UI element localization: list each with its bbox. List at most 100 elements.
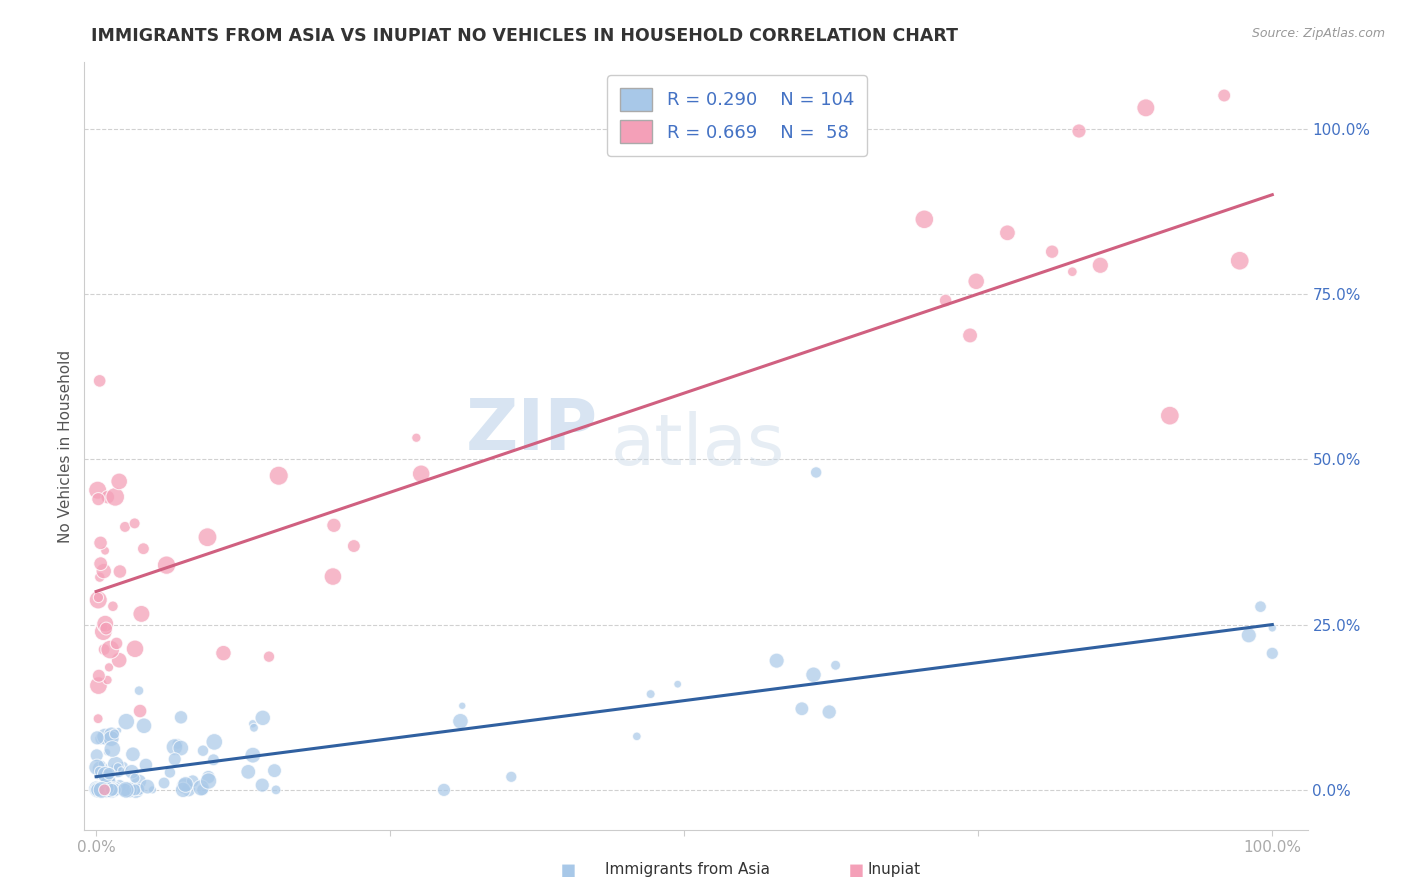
Point: [433, 783, 456, 797]
Point: [90, 557, 112, 571]
Point: [86, 783, 108, 797]
Point: [96, 745, 118, 759]
Point: [90, 783, 112, 797]
Point: [90, 783, 112, 797]
Point: [124, 783, 146, 797]
Text: IMMIGRANTS FROM ASIA VS INUPIAT NO VEHICLES IN HOUSEHOLD CORRELATION CHART: IMMIGRANTS FROM ASIA VS INUPIAT NO VEHIC…: [91, 27, 959, 45]
Point: [105, 636, 128, 650]
Point: [87, 679, 110, 693]
Point: [94, 616, 117, 631]
Point: [96, 781, 118, 796]
Point: [97, 770, 120, 784]
Point: [107, 763, 129, 777]
Point: [252, 778, 274, 792]
Point: [89, 783, 111, 797]
Y-axis label: No Vehicles in Household: No Vehicles in Household: [58, 350, 73, 542]
Point: [804, 466, 827, 480]
Point: [965, 274, 987, 288]
Point: [181, 774, 204, 789]
Point: [101, 599, 124, 614]
Point: [242, 716, 264, 731]
Point: [124, 641, 146, 656]
Point: [87, 593, 110, 607]
Point: [263, 764, 285, 778]
Text: Inupiat: Inupiat: [868, 863, 921, 877]
Point: [112, 759, 135, 773]
Point: [97, 490, 120, 504]
Point: [125, 783, 148, 797]
Point: [190, 780, 212, 795]
Point: [163, 739, 186, 754]
Point: [666, 677, 689, 691]
Point: [84, 783, 107, 797]
Point: [197, 770, 219, 784]
Point: [191, 783, 214, 797]
Point: [997, 226, 1019, 240]
Point: [108, 475, 131, 489]
Point: [96, 673, 118, 687]
Point: [202, 753, 225, 767]
Point: [790, 702, 813, 716]
Point: [136, 780, 159, 794]
Point: [803, 667, 825, 681]
Point: [98, 783, 121, 797]
Point: [197, 530, 219, 544]
Point: [114, 520, 136, 534]
Point: [132, 541, 155, 556]
Point: [135, 758, 157, 772]
Point: [128, 683, 150, 698]
Point: [101, 742, 124, 756]
Point: [128, 782, 150, 797]
Point: [86, 731, 108, 745]
Point: [87, 669, 110, 683]
Point: [89, 764, 111, 779]
Point: [129, 704, 152, 718]
Point: [94, 543, 117, 558]
Point: [87, 768, 110, 782]
Point: [103, 783, 125, 797]
Point: [104, 757, 127, 772]
Text: Immigrants from Asia: Immigrants from Asia: [605, 863, 769, 877]
Point: [86, 783, 108, 797]
Point: [97, 774, 120, 789]
Point: [1067, 124, 1090, 138]
Point: [1261, 646, 1284, 660]
Point: [89, 570, 111, 584]
Point: [238, 764, 260, 779]
Point: [104, 781, 127, 796]
Point: [141, 783, 163, 797]
Point: [818, 705, 841, 719]
Point: [87, 712, 110, 726]
Point: [96, 783, 118, 797]
Point: [1261, 621, 1284, 635]
Point: [89, 374, 111, 388]
Point: [1062, 265, 1084, 279]
Point: [411, 467, 433, 481]
Point: [172, 783, 194, 797]
Point: [101, 783, 124, 797]
Point: [343, 539, 366, 553]
Point: [1040, 244, 1063, 259]
Point: [212, 646, 235, 660]
Point: [124, 771, 146, 785]
Point: [1090, 258, 1112, 272]
Point: [451, 698, 474, 713]
Point: [93, 564, 115, 578]
Point: [100, 731, 122, 746]
Point: [89, 783, 111, 797]
Point: [1237, 628, 1260, 642]
Point: [242, 748, 264, 763]
Point: [1213, 88, 1236, 103]
Point: [1250, 599, 1272, 614]
Point: [177, 783, 200, 797]
Point: [124, 516, 146, 531]
Point: [93, 783, 115, 797]
Point: [107, 760, 129, 774]
Point: [202, 735, 225, 749]
Point: [100, 728, 122, 742]
Point: [118, 783, 141, 797]
Point: [153, 776, 176, 790]
Point: [191, 744, 214, 758]
Point: [94, 773, 117, 788]
Point: [159, 765, 181, 780]
